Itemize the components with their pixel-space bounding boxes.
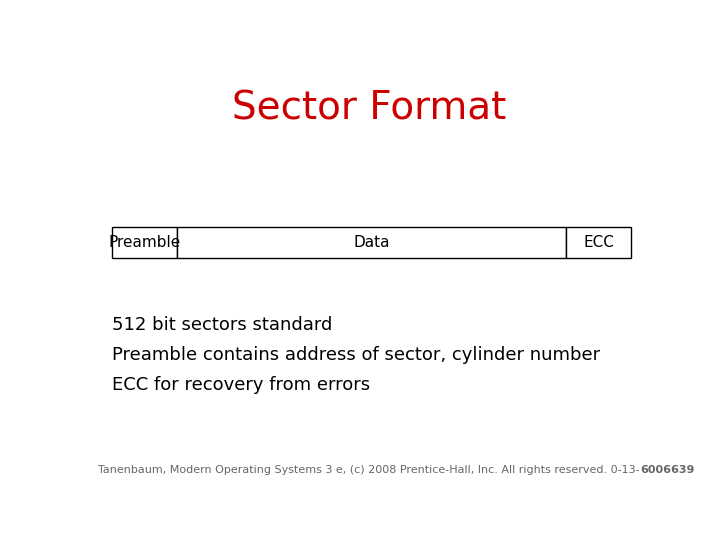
Text: Preamble contains address of sector, cylinder number: Preamble contains address of sector, cyl… — [112, 346, 600, 363]
Bar — [177, 227, 567, 258]
Text: ECC: ECC — [583, 235, 614, 250]
Bar — [567, 227, 631, 258]
Text: Tanenbaum, Modern Operating Systems 3 e, (c) 2008 Prentice-Hall, Inc. All rights: Tanenbaum, Modern Operating Systems 3 e,… — [98, 465, 640, 475]
Text: 6006639: 6006639 — [640, 465, 694, 475]
Text: 512 bit sectors standard: 512 bit sectors standard — [112, 316, 333, 334]
Text: ECC for recovery from errors: ECC for recovery from errors — [112, 375, 371, 394]
Text: Sector Format: Sector Format — [232, 90, 506, 127]
Text: Preamble: Preamble — [109, 235, 181, 250]
Bar — [112, 227, 177, 258]
Text: Data: Data — [354, 235, 390, 250]
